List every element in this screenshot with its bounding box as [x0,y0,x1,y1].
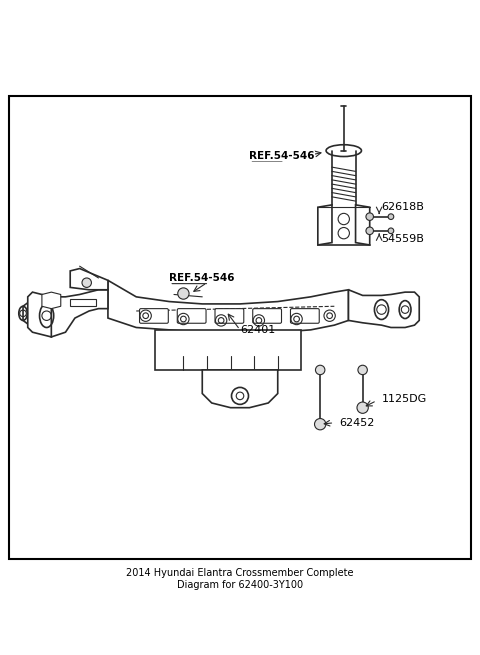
Circle shape [388,228,394,234]
Polygon shape [318,205,332,245]
FancyBboxPatch shape [290,309,319,324]
Polygon shape [33,290,108,337]
Text: 1125DG: 1125DG [382,394,427,404]
Circle shape [178,288,189,299]
Circle shape [388,214,394,219]
Circle shape [366,227,373,234]
Text: REF.54-546: REF.54-546 [250,151,315,160]
Text: 2014 Hyundai Elantra Crossmember Complete
Diagram for 62400-3Y100: 2014 Hyundai Elantra Crossmember Complet… [126,568,354,590]
Text: 62452: 62452 [339,418,374,428]
Polygon shape [108,280,348,335]
Bar [70,299,96,307]
Circle shape [358,365,367,375]
Polygon shape [42,292,61,309]
Text: 62401: 62401 [240,325,275,335]
Circle shape [314,419,326,430]
Circle shape [357,402,368,413]
Polygon shape [202,370,278,407]
Text: 62618B: 62618B [382,202,424,212]
FancyBboxPatch shape [140,309,168,324]
FancyBboxPatch shape [215,309,244,324]
Polygon shape [356,205,370,245]
Circle shape [315,365,325,375]
Polygon shape [23,299,33,328]
FancyBboxPatch shape [177,309,206,324]
FancyBboxPatch shape [253,309,281,324]
Circle shape [82,278,91,288]
Polygon shape [155,330,301,370]
Polygon shape [348,290,419,328]
Text: 54559B: 54559B [382,234,424,244]
Polygon shape [28,292,51,337]
Circle shape [366,213,373,221]
Text: REF.54-546: REF.54-546 [169,273,235,283]
Polygon shape [70,269,108,290]
